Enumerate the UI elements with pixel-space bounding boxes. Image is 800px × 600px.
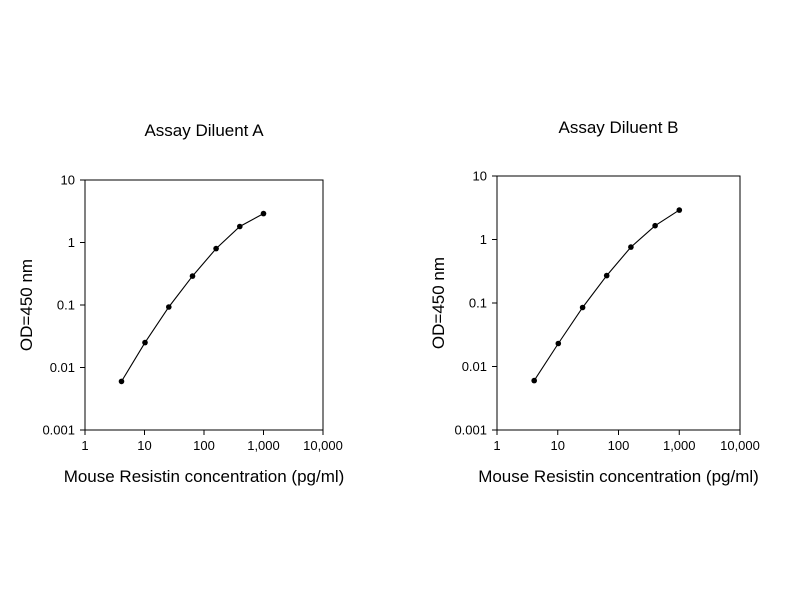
- y-tick-label: 1: [68, 235, 75, 250]
- chart-panel-a: Assay Diluent A 1 10 100 1,000 10,000 0.001 0.0…: [17, 121, 344, 486]
- chart-panel-b: Assay Diluent B 1 10 100 1,000 10,000 0.001 0.0…: [429, 118, 760, 486]
- y-tick-label: 0.01: [462, 359, 487, 374]
- y-tick-label: 0.001: [454, 423, 487, 438]
- data-point: [213, 245, 219, 252]
- data-point: [676, 207, 683, 213]
- data-point: [118, 378, 125, 385]
- x-tick-label: 10: [551, 438, 565, 453]
- x-tick-label: 10,000: [303, 438, 343, 453]
- y-axis-title: OD=450 nm: [17, 259, 36, 351]
- y-tick-label: 0.01: [50, 360, 75, 375]
- data-point: [189, 273, 196, 279]
- x-tick-label: 1,000: [247, 438, 280, 453]
- data-point: [237, 223, 243, 230]
- x-axis-title: Mouse Resistin concentration (pg/ml): [478, 467, 759, 486]
- y-tick-label: 10: [473, 169, 487, 184]
- data-point: [603, 272, 610, 279]
- data-point: [628, 244, 634, 250]
- x-tick-label: 10,000: [720, 438, 760, 453]
- chart-title: Assay Diluent B: [559, 118, 679, 137]
- x-tick-label: 1: [493, 438, 500, 453]
- data-point: [579, 304, 586, 311]
- x-tick-label: 10: [137, 438, 151, 453]
- x-axis-title: Mouse Resistin concentration (pg/ml): [64, 467, 345, 486]
- chart-title: Assay Diluent A: [144, 121, 264, 140]
- data-point: [555, 340, 562, 347]
- y-axis-title: OD=450 nm: [429, 257, 448, 349]
- y-tick-label: 0.1: [469, 296, 487, 311]
- x-tick-label: 1: [81, 438, 88, 453]
- data-point: [166, 304, 172, 310]
- data-point: [142, 339, 148, 346]
- series-line: [533, 209, 680, 381]
- y-tick-label: 1: [480, 232, 487, 247]
- x-tick-label: 1,000: [663, 438, 696, 453]
- data-point: [652, 222, 658, 229]
- data-point: [531, 377, 537, 384]
- plot-area-frame: [84, 179, 324, 431]
- plot-area-frame: [496, 175, 741, 431]
- y-tick-label: 10: [61, 173, 75, 188]
- data-point: [260, 210, 267, 217]
- series-line: [121, 213, 264, 382]
- x-tick-label: 100: [608, 438, 630, 453]
- y-tick-label: 0.001: [42, 423, 75, 438]
- y-tick-label: 0.1: [57, 298, 75, 313]
- x-tick-label: 100: [193, 438, 215, 453]
